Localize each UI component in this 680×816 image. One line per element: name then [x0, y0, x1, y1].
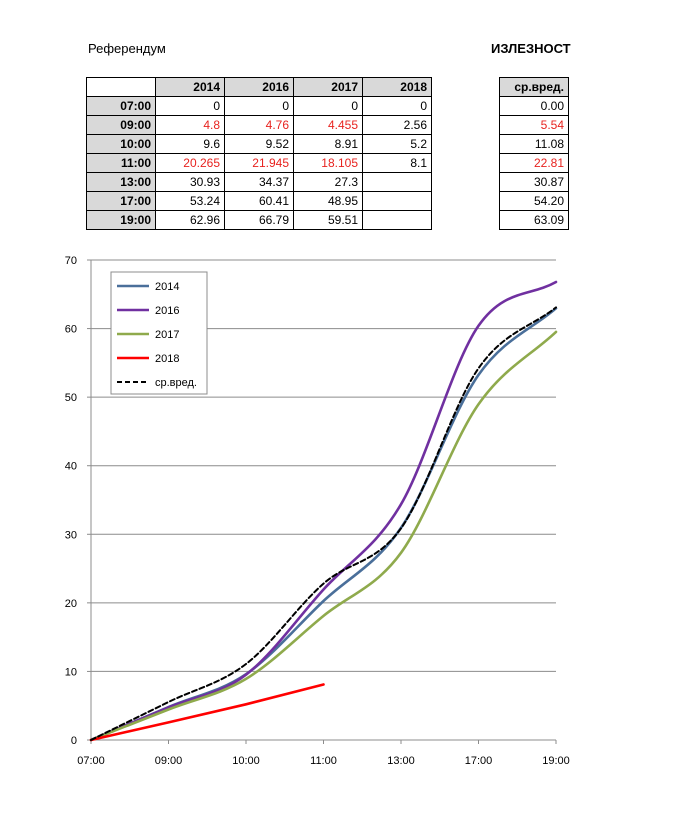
series-line-2017 — [89, 330, 558, 742]
legend-label: ср.вред. — [155, 377, 197, 389]
table-row: 13:00 30.93 34.37 27.3 — [86, 172, 432, 192]
table-header-row: 2014 2016 2017 2018 — [86, 77, 432, 97]
avg-header: ср.вред. — [499, 77, 569, 97]
y-tick-label: 60 — [65, 324, 77, 336]
y-tick-label: 10 — [65, 666, 77, 678]
value-cell: 66.79 — [224, 210, 294, 230]
time-header: 10:00 — [86, 134, 156, 154]
value-cell: 8.91 — [293, 134, 363, 154]
value-cell: 30.93 — [155, 172, 225, 192]
x-tick-label: 19:00 — [542, 755, 570, 767]
value-cell: 0 — [224, 96, 294, 116]
value-cell: 4.455 — [293, 115, 363, 135]
x-tick-label: 13:00 — [387, 755, 415, 767]
value-cell: 9.6 — [155, 134, 225, 154]
legend-label: 2018 — [155, 353, 179, 365]
table-row: 0.00 — [499, 96, 569, 116]
value-cell: 21.945 — [224, 153, 294, 173]
legend-label: 2016 — [155, 305, 179, 317]
y-tick-label: 20 — [65, 598, 77, 610]
avg-header-row: ср.вред. — [499, 77, 569, 97]
table-row: 09:00 4.8 4.76 4.455 2.56 — [86, 115, 432, 135]
value-cell: 60.41 — [224, 191, 294, 211]
year-header: 2018 — [362, 77, 432, 97]
value-cell — [362, 210, 432, 230]
x-tick-label: 07:00 — [77, 755, 105, 767]
avg-value-cell: 11.08 — [499, 134, 569, 154]
y-tick-label: 0 — [71, 735, 77, 747]
value-cell: 8.1 — [362, 153, 432, 173]
avg-value-cell: 54.20 — [499, 191, 569, 211]
value-cell: 62.96 — [155, 210, 225, 230]
table-corner-cell — [86, 77, 156, 97]
value-cell: 4.8 — [155, 115, 225, 135]
turnout-table: 2014 2016 2017 2018 07:00 0 0 0 0 09:00 4.8 4.76 4.4… — [86, 77, 432, 230]
y-tick-label: 40 — [65, 461, 77, 473]
value-cell: 9.52 — [224, 134, 294, 154]
table-row: 07:00 0 0 0 0 — [86, 96, 432, 116]
table-row: 63.09 — [499, 210, 569, 230]
value-cell: 59.51 — [293, 210, 363, 230]
table-row: 11:00 20.265 21.945 18.105 8.1 — [86, 153, 432, 173]
legend-label: 2017 — [155, 329, 179, 341]
year-header: 2017 — [293, 77, 363, 97]
value-cell: 0 — [155, 96, 225, 116]
table-row: 19:00 62.96 66.79 59.51 — [86, 210, 432, 230]
x-tick-label: 10:00 — [232, 755, 260, 767]
value-cell — [362, 172, 432, 192]
avg-value-cell: 0.00 — [499, 96, 569, 116]
avg-value-cell: 22.81 — [499, 153, 569, 173]
x-tick-label: 17:00 — [465, 755, 493, 767]
series-line-2018 — [89, 683, 325, 742]
table-row: 30.87 — [499, 172, 569, 192]
time-header: 19:00 — [86, 210, 156, 230]
year-header: 2014 — [155, 77, 225, 97]
table-row: 5.54 — [499, 115, 569, 135]
series-line-2016 — [89, 280, 558, 742]
average-table: ср.вред. 0.00 5.54 11.08 22.81 30.87 54.20 63.0… — [499, 77, 569, 230]
value-cell: 4.76 — [224, 115, 294, 135]
value-cell: 27.3 — [293, 172, 363, 192]
value-cell: 5.2 — [362, 134, 432, 154]
value-cell: 20.265 — [155, 153, 225, 173]
table-row: 10:00 9.6 9.52 8.91 5.2 — [86, 134, 432, 154]
series-line-avg — [90, 306, 557, 741]
turnout-line-chart: 0 10 20 30 40 50 60 70 07:00 09:00 10:00 11:00 13:00… — [65, 255, 570, 767]
turnout-title: ИЗЛЕЗНОСТ — [491, 41, 571, 56]
time-header: 17:00 — [86, 191, 156, 211]
time-header: 07:00 — [86, 96, 156, 116]
y-tick-label: 30 — [65, 529, 77, 541]
table-row: 54.20 — [499, 191, 569, 211]
y-tick-label: 50 — [65, 392, 77, 404]
year-header: 2016 — [224, 77, 294, 97]
value-cell: 0 — [293, 96, 363, 116]
value-cell — [362, 191, 432, 211]
y-tick-label: 70 — [65, 255, 77, 267]
value-cell: 0 — [362, 96, 432, 116]
table-row: 17:00 53.24 60.41 48.95 — [86, 191, 432, 211]
avg-value-cell: 30.87 — [499, 172, 569, 192]
value-cell: 18.105 — [293, 153, 363, 173]
time-header: 11:00 — [86, 153, 156, 173]
value-cell: 53.24 — [155, 191, 225, 211]
value-cell: 48.95 — [293, 191, 363, 211]
x-tick-label: 11:00 — [310, 755, 337, 767]
value-cell: 34.37 — [224, 172, 294, 192]
table-row: 22.81 — [499, 153, 569, 173]
table-row: 11.08 — [499, 134, 569, 154]
x-tick-label: 09:00 — [155, 755, 183, 767]
report-title: Референдум — [88, 41, 166, 56]
value-cell: 2.56 — [362, 115, 432, 135]
time-header: 09:00 — [86, 115, 156, 135]
avg-value-cell: 5.54 — [499, 115, 569, 135]
legend-label: 2014 — [155, 281, 179, 293]
time-header: 13:00 — [86, 172, 156, 192]
avg-value-cell: 63.09 — [499, 210, 569, 230]
